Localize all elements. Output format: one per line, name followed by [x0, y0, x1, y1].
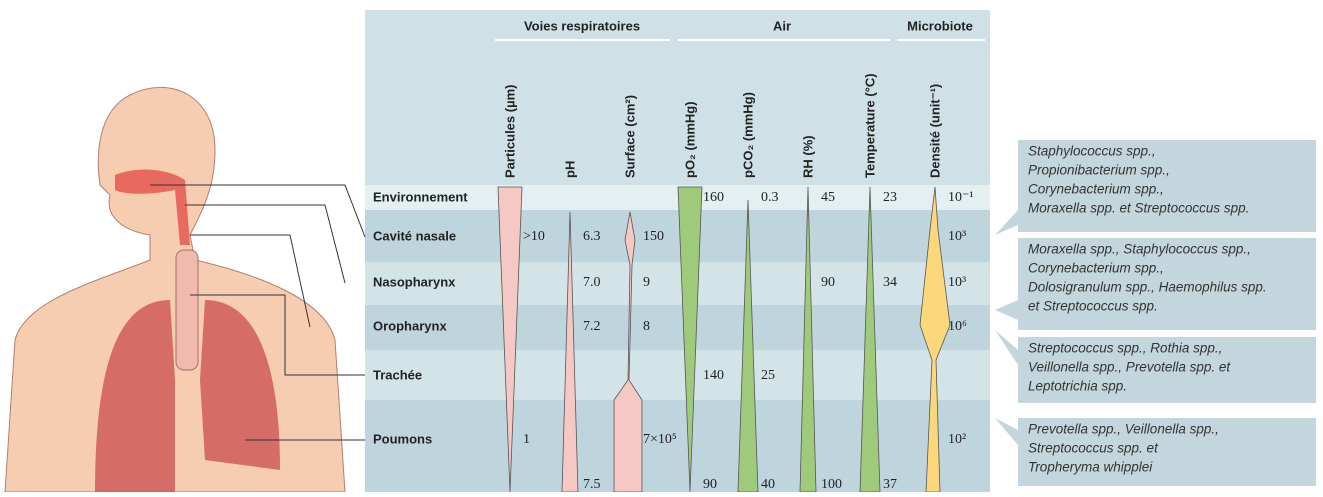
row-label: Nasopharynx — [373, 274, 456, 289]
microbiota-text: Prevotella spp., Veillonella spp., — [1028, 422, 1219, 437]
cell-value: 10³ — [948, 275, 966, 290]
row-label: Environnement — [373, 189, 468, 204]
row-label: Poumons — [373, 431, 432, 446]
microbiota-text: Streptococcus spp., Rothia spp., — [1028, 341, 1222, 356]
column-header: pH — [562, 161, 577, 178]
cell-value: 140 — [703, 368, 724, 383]
row-bg — [365, 305, 990, 350]
diagram: Voies respiratoires Air Microbiote Particul… — [0, 0, 1323, 492]
column-header: pO₂ (mmHg) — [682, 101, 697, 178]
group-header: Voies respiratoires — [524, 18, 640, 33]
cell-value: 10³ — [948, 229, 966, 244]
column-header: RH (%) — [800, 135, 815, 178]
cell-value: 160 — [703, 190, 724, 205]
cell-value: 10² — [948, 432, 966, 447]
row-label: Cavité nasale — [373, 228, 456, 243]
cell-value: 90 — [703, 477, 717, 492]
cell-value: 34 — [883, 275, 897, 290]
group-header: Air — [773, 18, 791, 33]
microbiota-text: Staphylococcus spp., — [1028, 144, 1156, 159]
cell-value: 7.2 — [583, 319, 601, 334]
microbiota-text: Dolosigranulum spp., Haemophilus spp. — [1028, 280, 1267, 295]
microbiota-text: Corynebacterium spp., — [1028, 261, 1164, 276]
row-label: Oropharynx — [373, 318, 447, 333]
microbiota-text: Veillonella spp., Prevotella spp. et — [1028, 360, 1231, 375]
cell-value: 7.0 — [583, 275, 601, 290]
cell-value: 100 — [821, 477, 842, 492]
header-bg — [365, 10, 990, 185]
page: {"groups":["Voies respiratoires","Air","… — [0, 0, 1323, 492]
cell-value: 7×10⁵ — [643, 432, 677, 447]
column-header: Surface (cm²) — [622, 95, 637, 178]
cell-value: 6.3 — [583, 229, 601, 244]
microbiota-text: Leptotrichia spp. — [1028, 379, 1127, 394]
microbiota-text: Moraxella spp. et Streptococcus spp. — [1028, 201, 1249, 216]
row-bg — [365, 210, 990, 262]
cell-value: 150 — [643, 229, 664, 244]
cell-value: 10⁻¹ — [948, 190, 974, 205]
body-illustration — [5, 87, 345, 492]
cell-value: 25 — [761, 368, 775, 383]
cell-value: 9 — [643, 275, 650, 290]
cell-value: 90 — [821, 275, 835, 290]
cell-value: 8 — [643, 319, 650, 334]
microbiota-text: Streptococcus spp. et — [1028, 441, 1159, 456]
microbiota-text: Tropheryma whipplei — [1028, 460, 1153, 475]
cell-value: 0.3 — [761, 190, 779, 205]
cell-value: 7.5 — [583, 477, 601, 492]
cell-value: 45 — [821, 190, 835, 205]
cell-value: 10⁶ — [948, 319, 967, 334]
row-bg — [365, 350, 990, 400]
column-header: Temperature (°C) — [862, 73, 877, 178]
microbiota-text: et Streptococcus spp. — [1028, 299, 1158, 314]
cell-value: 37 — [883, 477, 897, 492]
row-label: Trachée — [373, 367, 422, 382]
cell-value: >10 — [523, 229, 545, 244]
microbiota-text: Corynebacterium spp., — [1028, 182, 1164, 197]
group-header: Microbiote — [907, 18, 973, 33]
microbiota-text: Propionibacterium spp., — [1028, 163, 1170, 178]
microbiota-text: Moraxella spp., Staphylococcus spp., — [1028, 242, 1251, 257]
column-header: Particules (µm) — [502, 85, 517, 178]
column-header: pCO₂ (mmHg) — [740, 92, 755, 178]
cell-value: 40 — [761, 477, 775, 492]
cell-value: 23 — [883, 190, 897, 205]
cell-value: 1 — [523, 432, 530, 447]
column-header: Densité (unit⁻¹) — [927, 84, 942, 178]
